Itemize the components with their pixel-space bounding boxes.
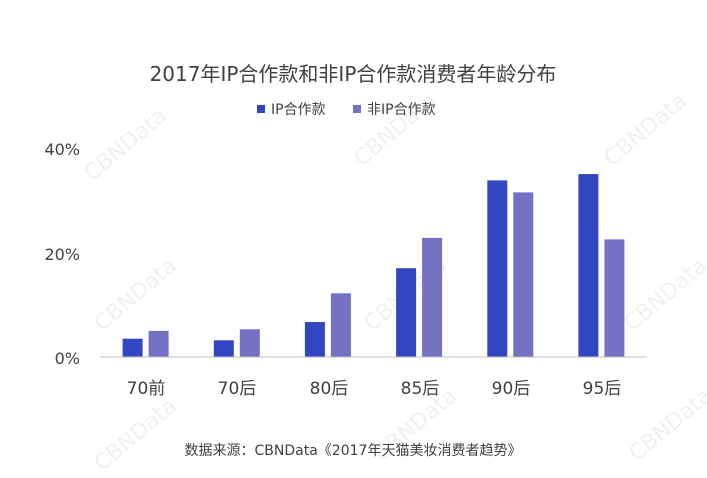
bar-ip — [122, 338, 143, 357]
bar-non-ip — [148, 330, 169, 357]
bars-layer — [122, 174, 625, 357]
watermark-text: CBNData — [90, 393, 182, 474]
legend-swatch-non-ip — [353, 105, 361, 113]
x-category-label: 80后 — [310, 379, 349, 399]
x-category-label: 95后 — [583, 379, 622, 399]
legend-label-non-ip: 非IP合作款 — [367, 102, 436, 118]
x-category-label: 90后 — [492, 379, 531, 399]
watermark-text: CBNData — [350, 88, 442, 171]
bar-non-ip — [330, 293, 351, 357]
x-category-label: 70后 — [218, 379, 257, 399]
y-tick-label: 0% — [55, 349, 80, 368]
watermark-text: CBNData — [90, 253, 182, 336]
chart-title: 2017年IP合作款和非IP合作款消费者年龄分布 — [150, 62, 557, 86]
watermark-text: CBNData — [620, 253, 707, 336]
x-axis-labels: 70前 70后 80后 85后 90后 95后 — [127, 379, 622, 399]
x-category-label: 70前 — [127, 379, 166, 399]
legend: IP合作款 非IP合作款 — [257, 102, 436, 118]
bar-non-ip — [513, 192, 534, 357]
watermark-text: CBNData — [600, 88, 692, 171]
y-tick-label: 40% — [44, 140, 80, 159]
bar-non-ip — [422, 237, 443, 357]
watermark-text: CBNData — [625, 383, 707, 466]
legend-label-ip: IP合作款 — [271, 102, 326, 118]
x-category-label: 85后 — [401, 379, 440, 399]
bar-ip — [213, 340, 234, 357]
bar-ip — [304, 322, 325, 357]
source-note: 数据来源：CBNData《2017年天猫美妆消费者趋势》 — [185, 443, 522, 459]
y-axis-ticks: 0% 20% 40% — [44, 140, 80, 368]
bar-ip — [578, 174, 599, 357]
bar-ip — [487, 180, 508, 357]
watermark-text: CBNData — [80, 103, 172, 186]
bar-non-ip — [604, 239, 625, 357]
legend-swatch-ip — [257, 105, 265, 113]
y-tick-label: 20% — [44, 245, 80, 264]
bar-ip — [396, 268, 417, 357]
bar-non-ip — [239, 329, 260, 357]
